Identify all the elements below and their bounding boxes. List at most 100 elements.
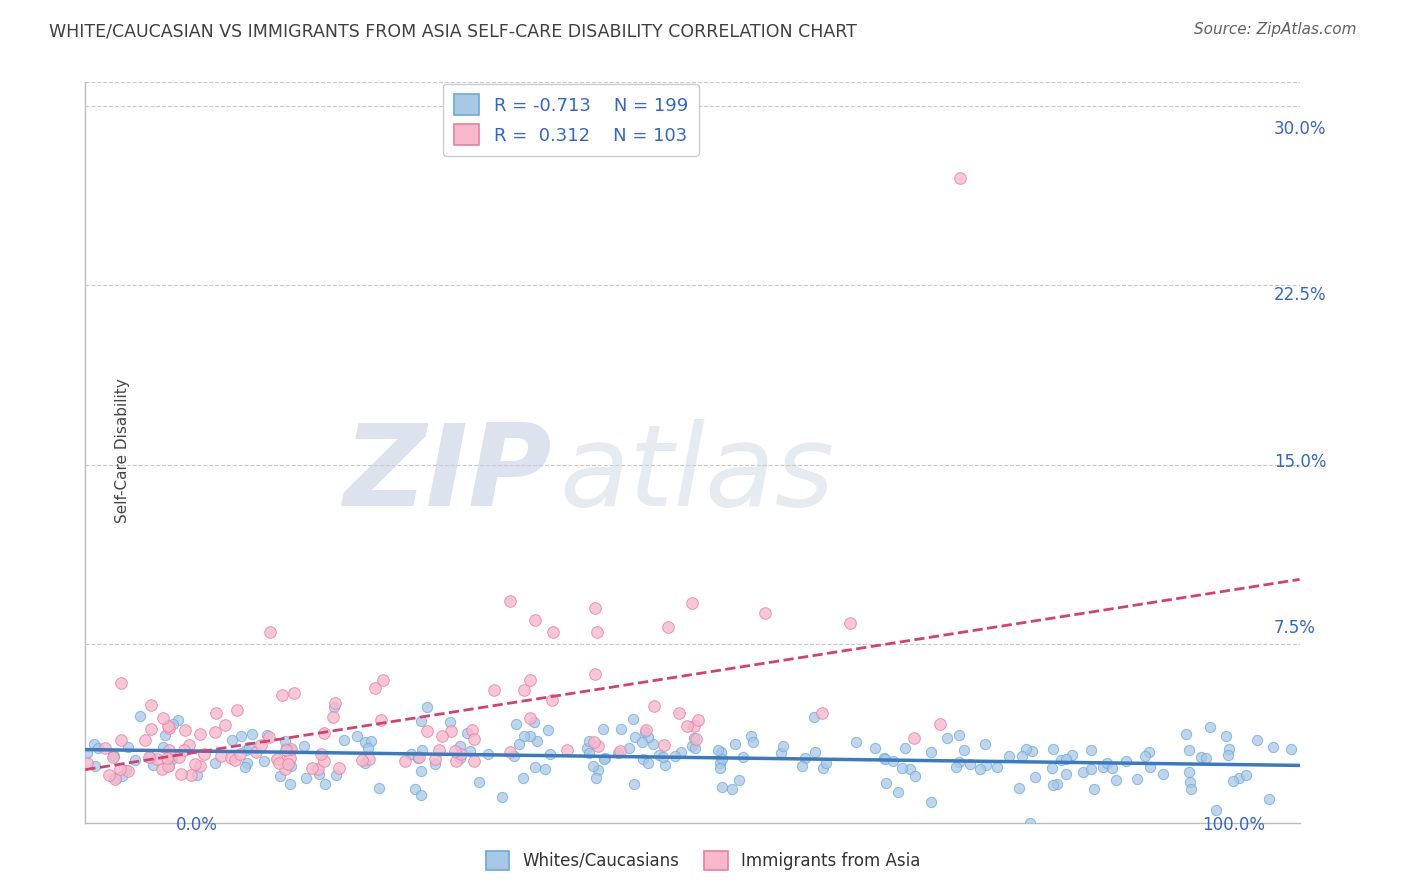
Point <box>609 744 631 758</box>
Point <box>193 747 215 762</box>
Point <box>449 751 471 765</box>
Point <box>1024 770 1046 784</box>
Point <box>115 763 138 777</box>
Point <box>103 749 125 764</box>
Point <box>146 752 169 766</box>
Point <box>872 751 894 765</box>
Point <box>903 769 925 783</box>
Point <box>444 754 467 768</box>
Point <box>491 789 513 804</box>
Point <box>423 752 446 766</box>
Point <box>513 682 536 697</box>
Point <box>631 752 654 766</box>
Point <box>582 759 605 773</box>
Text: atlas: atlas <box>558 419 834 531</box>
Point <box>427 742 450 756</box>
Point <box>637 756 659 770</box>
Point <box>974 757 997 772</box>
Point <box>671 745 693 759</box>
Point <box>1080 743 1102 757</box>
Point <box>354 735 377 749</box>
Point <box>1050 753 1073 767</box>
Point <box>1021 744 1043 758</box>
Point <box>259 625 281 640</box>
Point <box>945 760 967 774</box>
Point <box>439 724 461 739</box>
Point <box>333 733 356 747</box>
Point <box>477 747 499 761</box>
Point <box>1139 760 1161 774</box>
Point <box>1126 772 1149 786</box>
Point <box>269 756 291 771</box>
Point <box>411 764 433 778</box>
Point <box>654 738 676 752</box>
Point <box>512 771 534 785</box>
Point <box>935 731 957 746</box>
Point <box>357 740 380 755</box>
Point <box>685 732 707 747</box>
Point <box>170 767 193 781</box>
Point <box>537 723 560 737</box>
Point <box>811 706 834 721</box>
Point <box>156 719 179 733</box>
Point <box>139 750 162 764</box>
Point <box>408 751 430 765</box>
Point <box>308 767 330 781</box>
Point <box>184 756 207 771</box>
Point <box>657 620 679 634</box>
Point <box>1152 766 1174 780</box>
Text: Self-Care Disability: Self-Care Disability <box>115 378 129 523</box>
Point <box>709 756 731 771</box>
Point <box>328 761 350 775</box>
Point <box>1218 742 1240 756</box>
Point <box>1199 720 1222 734</box>
Point <box>711 751 734 765</box>
Point <box>1261 739 1284 754</box>
Point <box>519 673 541 688</box>
Point <box>83 737 105 751</box>
Point <box>117 740 139 755</box>
Point <box>1258 792 1281 806</box>
Point <box>224 753 246 767</box>
Point <box>621 712 644 726</box>
Point <box>741 735 763 749</box>
Point <box>1246 732 1268 747</box>
Point <box>643 699 665 714</box>
Point <box>253 754 276 768</box>
Point <box>235 742 257 756</box>
Point <box>110 676 132 690</box>
Point <box>839 615 862 630</box>
Point <box>769 746 792 760</box>
Point <box>1194 751 1216 765</box>
Point <box>803 746 825 760</box>
Point <box>274 743 297 757</box>
Point <box>450 747 472 762</box>
Point <box>360 733 382 747</box>
Point <box>432 730 454 744</box>
Point <box>643 737 665 751</box>
Point <box>322 710 344 724</box>
Point <box>929 716 952 731</box>
Point <box>278 750 301 764</box>
Point <box>233 759 256 773</box>
Point <box>346 729 368 743</box>
Point <box>238 739 260 754</box>
Point <box>152 739 174 754</box>
Point <box>519 711 541 725</box>
Point <box>578 734 600 748</box>
Point <box>128 708 150 723</box>
Point <box>280 741 302 756</box>
Point <box>482 683 505 698</box>
Point <box>278 777 301 791</box>
Point <box>101 749 124 764</box>
Point <box>307 762 329 776</box>
Point <box>409 714 432 729</box>
Point <box>188 759 211 773</box>
Point <box>1062 747 1084 762</box>
Point <box>463 731 485 746</box>
Point <box>969 762 991 776</box>
Text: 0.0%: 0.0% <box>176 816 218 834</box>
Point <box>634 723 657 737</box>
Point <box>886 784 908 798</box>
Point <box>325 767 347 781</box>
